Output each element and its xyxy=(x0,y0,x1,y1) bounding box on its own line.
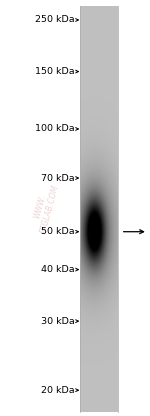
Text: 40 kDa: 40 kDa xyxy=(41,265,78,274)
Text: 30 kDa: 30 kDa xyxy=(40,317,78,326)
Text: 150 kDa: 150 kDa xyxy=(35,67,78,76)
Text: 20 kDa: 20 kDa xyxy=(41,386,78,395)
Text: 50 kDa: 50 kDa xyxy=(41,227,78,236)
Text: 250 kDa: 250 kDa xyxy=(35,15,78,25)
Text: 100 kDa: 100 kDa xyxy=(35,124,78,134)
Text: WWW.
PTGLAB.COM: WWW. PTGLAB.COM xyxy=(29,181,61,235)
Text: 70 kDa: 70 kDa xyxy=(41,173,78,183)
